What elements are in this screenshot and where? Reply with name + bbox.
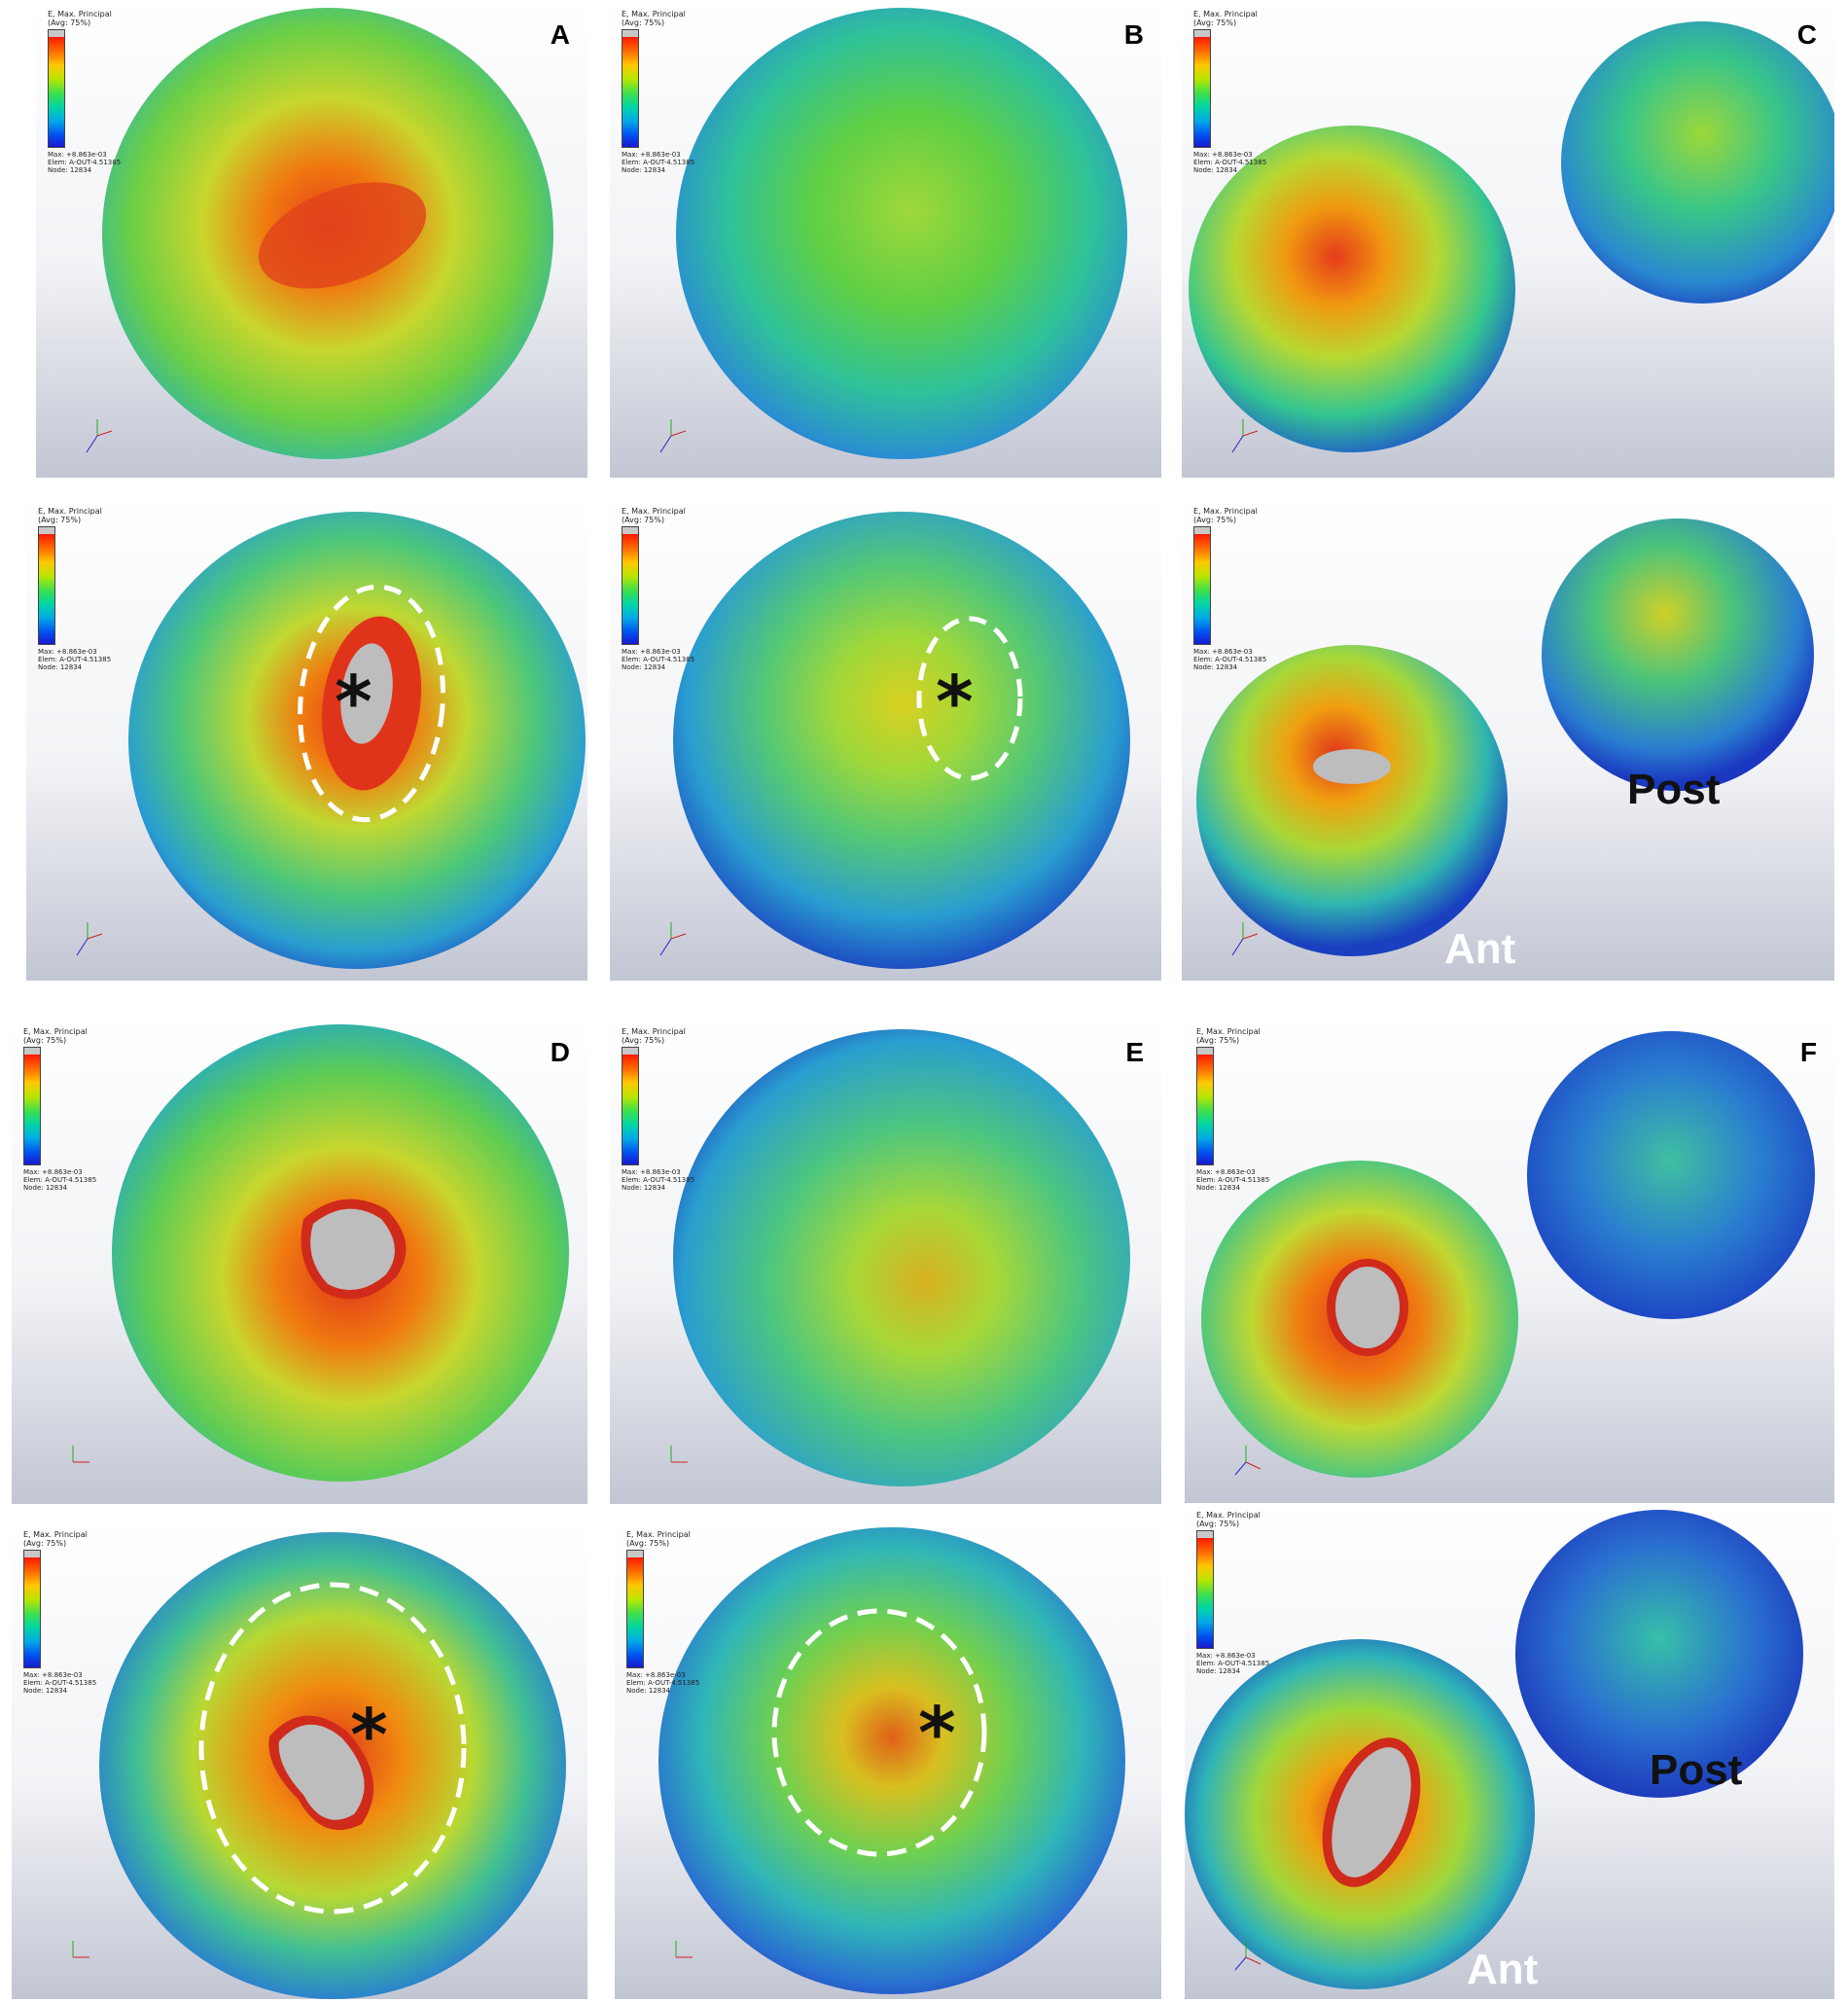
color-scale-bar [1196,1047,1214,1165]
panel-d-top: E, Max. Principal (Avg: 75%) Max: +8.863… [12,1019,587,1504]
femoral-head-section [673,512,1130,969]
color-scale-bar [23,1550,41,1668]
strain-legend: E, Max. Principal (Avg: 75%) Max: +8.863… [23,1027,97,1192]
axis-triad-icon [86,419,113,453]
strain-legend: E, Max. Principal (Avg: 75%) Max: +8.863… [1193,10,1267,174]
femoral-head-section [99,1532,566,1999]
panel-letter: F [1799,1037,1817,1067]
axis-triad-icon [72,1446,89,1463]
femoral-head-model-pair [1201,1031,1815,1478]
color-scale-bar [1193,526,1211,645]
color-scale-bar [38,526,55,645]
color-scale-bar [1196,1530,1214,1649]
color-scale-bar [622,526,639,645]
asterisk-marker: * [918,1692,956,1775]
axis-triad-icon [659,922,687,956]
panel-b-bottom: * E, Max. Principal (Avg: 75%) Max: +8.8… [610,499,1161,981]
panel-letter: E [1125,1037,1144,1067]
color-scale-bar [622,29,639,148]
strain-legend: E, Max. Principal (Avg: 75%) Max: +8.863… [626,1530,700,1695]
axis-triad-icon [670,1446,688,1463]
strain-legend: E, Max. Principal (Avg: 75%) Max: +8.863… [1196,1027,1270,1192]
femoral-head-section-pair [1185,1510,1803,1989]
panel-letter: C [1796,19,1817,50]
strain-legend: E, Max. Principal (Avg: 75%) Max: +8.863… [622,10,695,174]
panel-b-top: E, Max. Principal (Avg: 75%) Max: +8.863… [610,2,1161,478]
panel-letter: B [1123,19,1144,50]
color-scale-bar [626,1550,644,1668]
posterior-label: Post [1650,1746,1743,1794]
axis-triad-icon [76,922,103,956]
panel-d-bottom: * E, Max. Principal (Avg: 75%) Max: +8.8… [12,1522,587,1999]
femoral-head-section [128,512,586,969]
panel-a-bottom: * E, Max. Principal (Avg: 75%) Max: +8.8… [26,499,587,981]
asterisk-marker: * [350,1694,388,1777]
femoral-head-section [658,1527,1125,1994]
axis-triad-icon [1231,419,1259,453]
panel-letter: D [550,1037,570,1067]
femoral-head-model [676,8,1127,459]
anterior-label: Ant [1444,925,1516,973]
femoral-head-model-pair [1189,21,1834,452]
color-scale-bar [23,1047,41,1165]
panel-e-top: E, Max. Principal (Avg: 75%) Max: +8.863… [610,1019,1161,1504]
strain-legend: E, Max. Principal (Avg: 75%) Max: +8.863… [1196,1511,1270,1675]
strain-legend: E, Max. Principal (Avg: 75%) Max: +8.863… [38,507,112,671]
panel-e-bottom: * E, Max. Principal (Avg: 75%) Max: +8.8… [615,1522,1161,1999]
axis-triad-icon [1231,922,1259,956]
femoral-head-section-pair [1196,519,1814,956]
axis-triad-icon [675,1941,693,1958]
axis-triad-icon [1234,1941,1262,1971]
axis-triad-icon [72,1941,89,1958]
asterisk-marker: * [335,661,373,744]
anterior-label: Ant [1467,1946,1539,1993]
strain-legend: E, Max. Principal (Avg: 75%) Max: +8.863… [622,507,695,671]
femoral-head-model [673,1029,1130,1486]
femoral-head-model [112,1024,569,1482]
color-scale-bar [48,29,65,148]
axis-triad-icon [1234,1446,1262,1476]
strain-legend: E, Max. Principal (Avg: 75%) Max: +8.863… [48,10,122,174]
color-scale-bar [622,1047,639,1165]
strain-legend: E, Max. Principal (Avg: 75%) Max: +8.863… [622,1027,695,1192]
color-scale-bar [1193,29,1211,148]
posterior-label: Post [1627,766,1721,813]
femoral-head-model [102,8,553,459]
strain-legend: E, Max. Principal (Avg: 75%) Max: +8.863… [23,1530,97,1695]
panel-c-top: E, Max. Principal (Avg: 75%) Max: +8.863… [1182,2,1834,478]
strain-legend: E, Max. Principal (Avg: 75%) Max: +8.863… [1193,507,1267,671]
asterisk-marker: * [936,661,974,744]
panel-f-top: E, Max. Principal (Avg: 75%) Max: +8.863… [1185,1019,1834,1504]
panel-c-bottom: Post Ant E, Max. Principal (Avg: 75%) Ma… [1182,499,1834,981]
panel-f-bottom: Post Ant E, Max. Principal (Avg: 75%) Ma… [1185,1503,1834,1999]
panel-letter: A [550,19,570,50]
panel-a-top: E, Max. Principal (Avg: 75%) Max: +8.863… [36,2,587,478]
axis-triad-icon [659,419,687,453]
